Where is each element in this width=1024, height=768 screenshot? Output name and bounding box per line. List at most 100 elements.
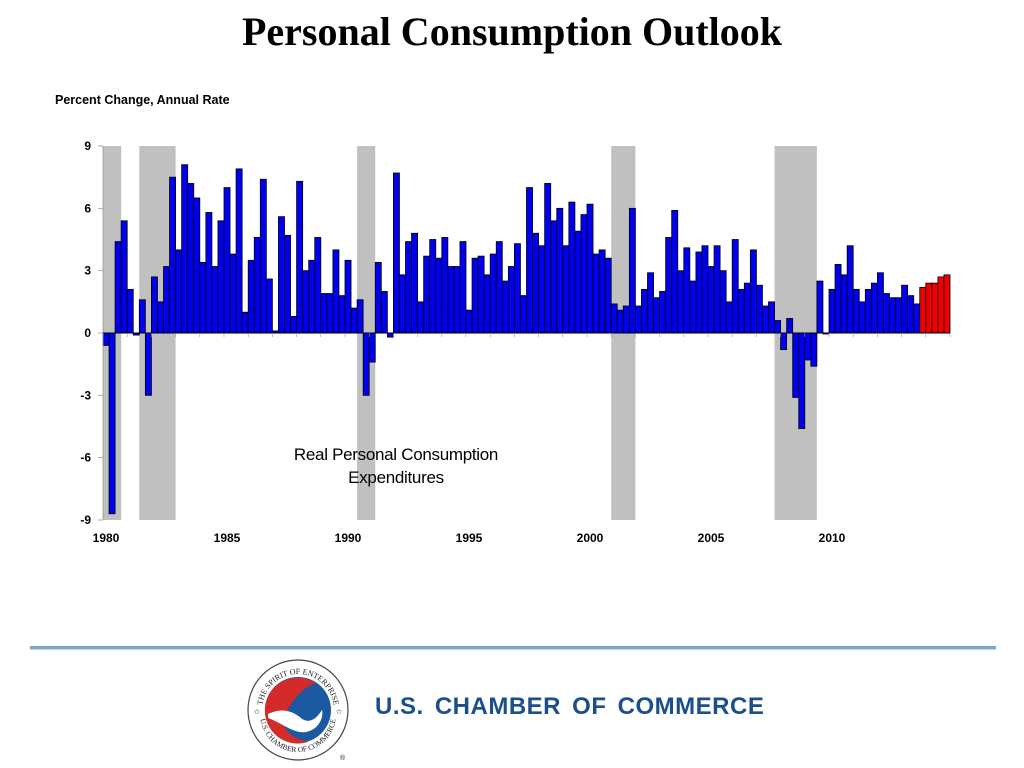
actual-bar — [229, 253, 237, 334]
actual-bar — [520, 295, 527, 334]
actual-bar — [580, 214, 588, 334]
actual-bar — [907, 295, 915, 334]
actual-bar — [102, 332, 110, 346]
actual-bar — [743, 282, 751, 334]
actual-bar — [296, 180, 304, 334]
actual-bar — [235, 168, 243, 334]
actual-bar — [108, 332, 116, 515]
actual-bar — [332, 249, 340, 334]
actual-bar — [816, 280, 824, 334]
actual-bar — [671, 210, 679, 334]
actual-bar — [677, 270, 685, 334]
actual-bar — [114, 241, 122, 334]
actual-bar — [223, 187, 231, 334]
actual-bar — [417, 301, 425, 334]
actual-bar — [386, 332, 394, 338]
actual-bar — [828, 288, 836, 334]
actual-bar — [774, 320, 781, 334]
y-tick-label: 9 — [84, 139, 91, 153]
actual-bar — [877, 272, 884, 334]
chamber-seal-logo: THE SPIRIT OF ENTERPRISE U.S. CHAMBER OF… — [247, 659, 349, 762]
actual-bar — [126, 288, 134, 334]
x-tick-label: 1980 — [93, 531, 120, 545]
actual-bar — [568, 201, 576, 334]
actual-bar — [471, 257, 479, 334]
slide-title: Personal Consumption Outlook — [241, 9, 783, 54]
actual-bar — [840, 274, 848, 334]
actual-bar — [792, 332, 800, 398]
actual-bar — [253, 237, 261, 334]
actual-bar — [598, 249, 606, 334]
actual-bar — [380, 291, 388, 334]
actual-bar — [725, 301, 733, 334]
y-tick-label: -9 — [80, 513, 91, 527]
actual-bar — [913, 303, 921, 334]
x-tick-label: 1990 — [335, 531, 362, 545]
actual-bar — [344, 259, 352, 334]
actual-bar — [392, 172, 400, 334]
actual-bar — [120, 220, 128, 334]
actual-bar — [326, 293, 334, 334]
actual-bar — [308, 259, 316, 334]
forecast-bar — [937, 276, 945, 334]
x-tick-label: 2010 — [819, 531, 846, 545]
footer-divider — [30, 646, 996, 649]
actual-bar — [181, 164, 189, 334]
actual-bar — [368, 332, 376, 363]
actual-bar — [713, 245, 721, 334]
actual-bar — [441, 237, 449, 334]
actual-bar — [786, 318, 794, 334]
actual-bar — [187, 182, 195, 334]
y-tick-label: -3 — [80, 388, 91, 402]
actual-bar — [895, 297, 902, 334]
actual-bar — [550, 220, 558, 334]
x-tick-label: 2000 — [577, 531, 604, 545]
actual-bar — [889, 297, 896, 334]
actual-bar — [586, 203, 594, 334]
actual-bar — [423, 255, 431, 334]
x-tick-label: 1985 — [214, 531, 241, 545]
actual-bar — [780, 332, 788, 351]
actual-bar — [489, 253, 497, 334]
actual-bar — [659, 291, 667, 334]
actual-bar — [477, 255, 485, 334]
annotation-line-1: Real Personal Consumption — [293, 445, 499, 464]
actual-bar — [604, 257, 612, 334]
actual-bar — [665, 237, 673, 334]
annotation-line-2: Expenditures — [348, 468, 444, 487]
actual-bar — [150, 276, 158, 334]
actual-bar — [399, 274, 406, 334]
actual-bar — [562, 245, 570, 334]
actual-bar — [175, 249, 183, 334]
actual-bar — [749, 249, 757, 334]
actual-bar — [616, 309, 624, 334]
actual-bar — [193, 197, 201, 334]
actual-bar — [883, 293, 890, 334]
actual-bar — [459, 241, 467, 334]
actual-bar — [628, 207, 636, 334]
actual-bar — [356, 299, 364, 334]
actual-bar — [846, 245, 854, 334]
actual-bar — [278, 216, 285, 334]
y-tick-label: 0 — [84, 326, 91, 340]
actual-bar — [532, 232, 539, 334]
eagle-icon — [268, 710, 323, 733]
forecast-bar — [919, 286, 927, 334]
x-tick-label: 2005 — [698, 531, 725, 545]
actual-bar — [834, 264, 842, 334]
actual-bar — [453, 266, 461, 334]
actual-bar — [217, 220, 225, 334]
actual-bar — [495, 241, 503, 334]
actual-bar — [362, 332, 370, 396]
actual-bar — [350, 307, 358, 334]
actual-bar — [247, 259, 255, 334]
actual-bar — [265, 278, 273, 334]
actual-bar — [483, 274, 491, 334]
actual-bar — [144, 332, 152, 396]
actual-bar — [798, 332, 806, 429]
actual-bar — [507, 266, 515, 334]
actual-bar — [544, 182, 552, 334]
forecast-bar — [925, 282, 933, 334]
actual-bar — [592, 253, 600, 334]
actual-bar — [864, 288, 872, 334]
